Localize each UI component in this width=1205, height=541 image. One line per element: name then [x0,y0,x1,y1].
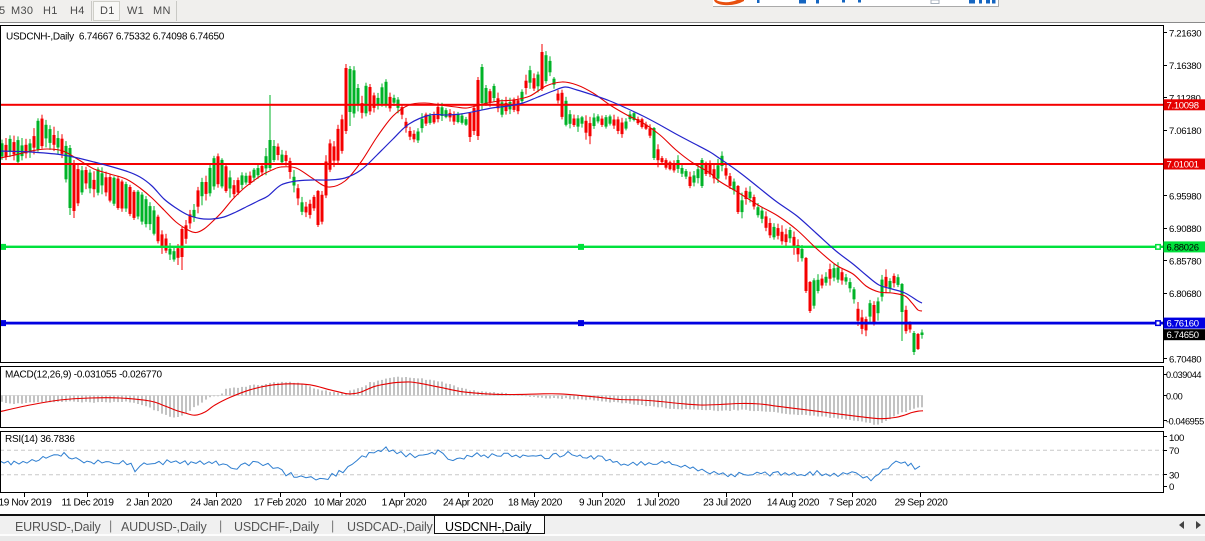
svg-text:2 Jan 2020: 2 Jan 2020 [126,498,173,509]
svg-text:-0.046955: -0.046955 [1166,416,1204,426]
svg-text:6.74650: 6.74650 [1167,330,1199,341]
svg-text:24 Jan 2020: 24 Jan 2020 [190,498,242,509]
svg-text:30: 30 [1169,471,1179,482]
svg-text:7.16380: 7.16380 [1169,61,1201,72]
svg-text:100: 100 [1169,433,1184,444]
svg-text:9 Jun 2020: 9 Jun 2020 [579,498,626,509]
svg-text:14 Aug 2020: 14 Aug 2020 [767,498,820,509]
svg-text:10 Mar 2020: 10 Mar 2020 [314,498,367,509]
svg-text:6.85780: 6.85780 [1169,257,1201,268]
svg-text:7.01001: 7.01001 [1167,160,1199,171]
svg-text:17 Feb 2020: 17 Feb 2020 [254,498,307,509]
svg-text:70: 70 [1169,446,1179,457]
svg-text:6.76160: 6.76160 [1167,319,1199,330]
svg-text:7.21630: 7.21630 [1169,28,1201,39]
svg-text:29 Sep 2020: 29 Sep 2020 [895,498,949,509]
svg-text:19 Nov 2019: 19 Nov 2019 [0,498,52,509]
svg-text:7.06180: 7.06180 [1169,126,1201,137]
svg-text:MACD(12,26,9) -0.031055 -0.026: MACD(12,26,9) -0.031055 -0.026770 [5,370,163,381]
svg-text:0: 0 [1169,482,1174,493]
svg-text:7 Sep 2020: 7 Sep 2020 [829,498,877,509]
svg-text:7.10098: 7.10098 [1167,100,1199,111]
svg-text:0.039044: 0.039044 [1166,370,1201,380]
svg-text:USDCNH-,Daily 6.74667 6.75332: USDCNH-,Daily 6.74667 6.75332 6.74098 6.… [6,32,225,43]
svg-text:1 Apr 2020: 1 Apr 2020 [382,498,428,509]
svg-text:6.90880: 6.90880 [1169,224,1201,235]
svg-text:6.80680: 6.80680 [1169,289,1201,300]
svg-text:23 Jul 2020: 23 Jul 2020 [703,498,752,509]
svg-text:24 Apr 2020: 24 Apr 2020 [443,498,494,509]
svg-text:6.70480: 6.70480 [1169,354,1201,365]
svg-text:6.88026: 6.88026 [1167,242,1199,253]
svg-text:11 Dec 2019: 11 Dec 2019 [61,498,114,509]
svg-text:RSI(14) 36.7836: RSI(14) 36.7836 [5,434,75,445]
svg-text:0.00: 0.00 [1166,391,1183,401]
svg-text:7.11280: 7.11280 [1169,94,1201,105]
svg-text:1 Jul 2020: 1 Jul 2020 [637,498,680,509]
svg-text:6.95980: 6.95980 [1169,191,1201,202]
svg-text:18 May 2020: 18 May 2020 [508,498,563,509]
